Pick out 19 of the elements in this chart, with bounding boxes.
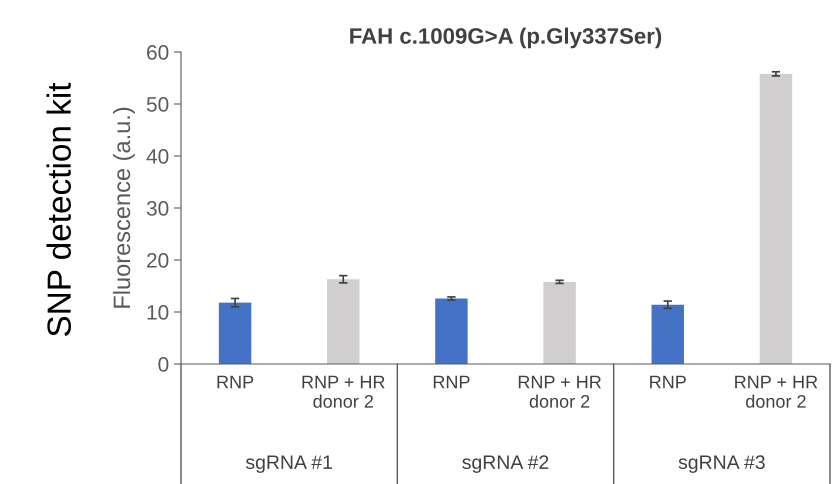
y-tick-label: 50 [146,97,168,112]
x-tick-label: RNP + HR donor 2 [302,376,385,408]
text: SNP detection kit [46,82,71,336]
y-tick-label: 10 [148,305,168,320]
chart-title: FAH c.1009G>A (p.Gly337Ser) [350,28,662,48]
y-tick-label: 40 [146,149,168,164]
x-tick-label: RNP [218,376,254,388]
x-tick-label: RNP + HR donor 2 [518,376,601,408]
x-tick-label: RNP [434,376,470,388]
y-tick-label: 60 [147,45,168,60]
y-axis-title: Fluorescence (a.u.) [112,108,135,308]
text: sgRNA #3 [678,455,765,473]
x-tick-label: RNP [650,376,686,388]
x-tick-label: RNP + HR donor 2 [735,376,818,408]
y-tick-label: 0 [158,357,168,372]
text: sgRNA #2 [462,455,548,473]
y-tick-label: 20 [147,253,168,268]
text: sgRNA #1 [246,455,332,473]
y-tick-label: 30 [146,201,168,216]
